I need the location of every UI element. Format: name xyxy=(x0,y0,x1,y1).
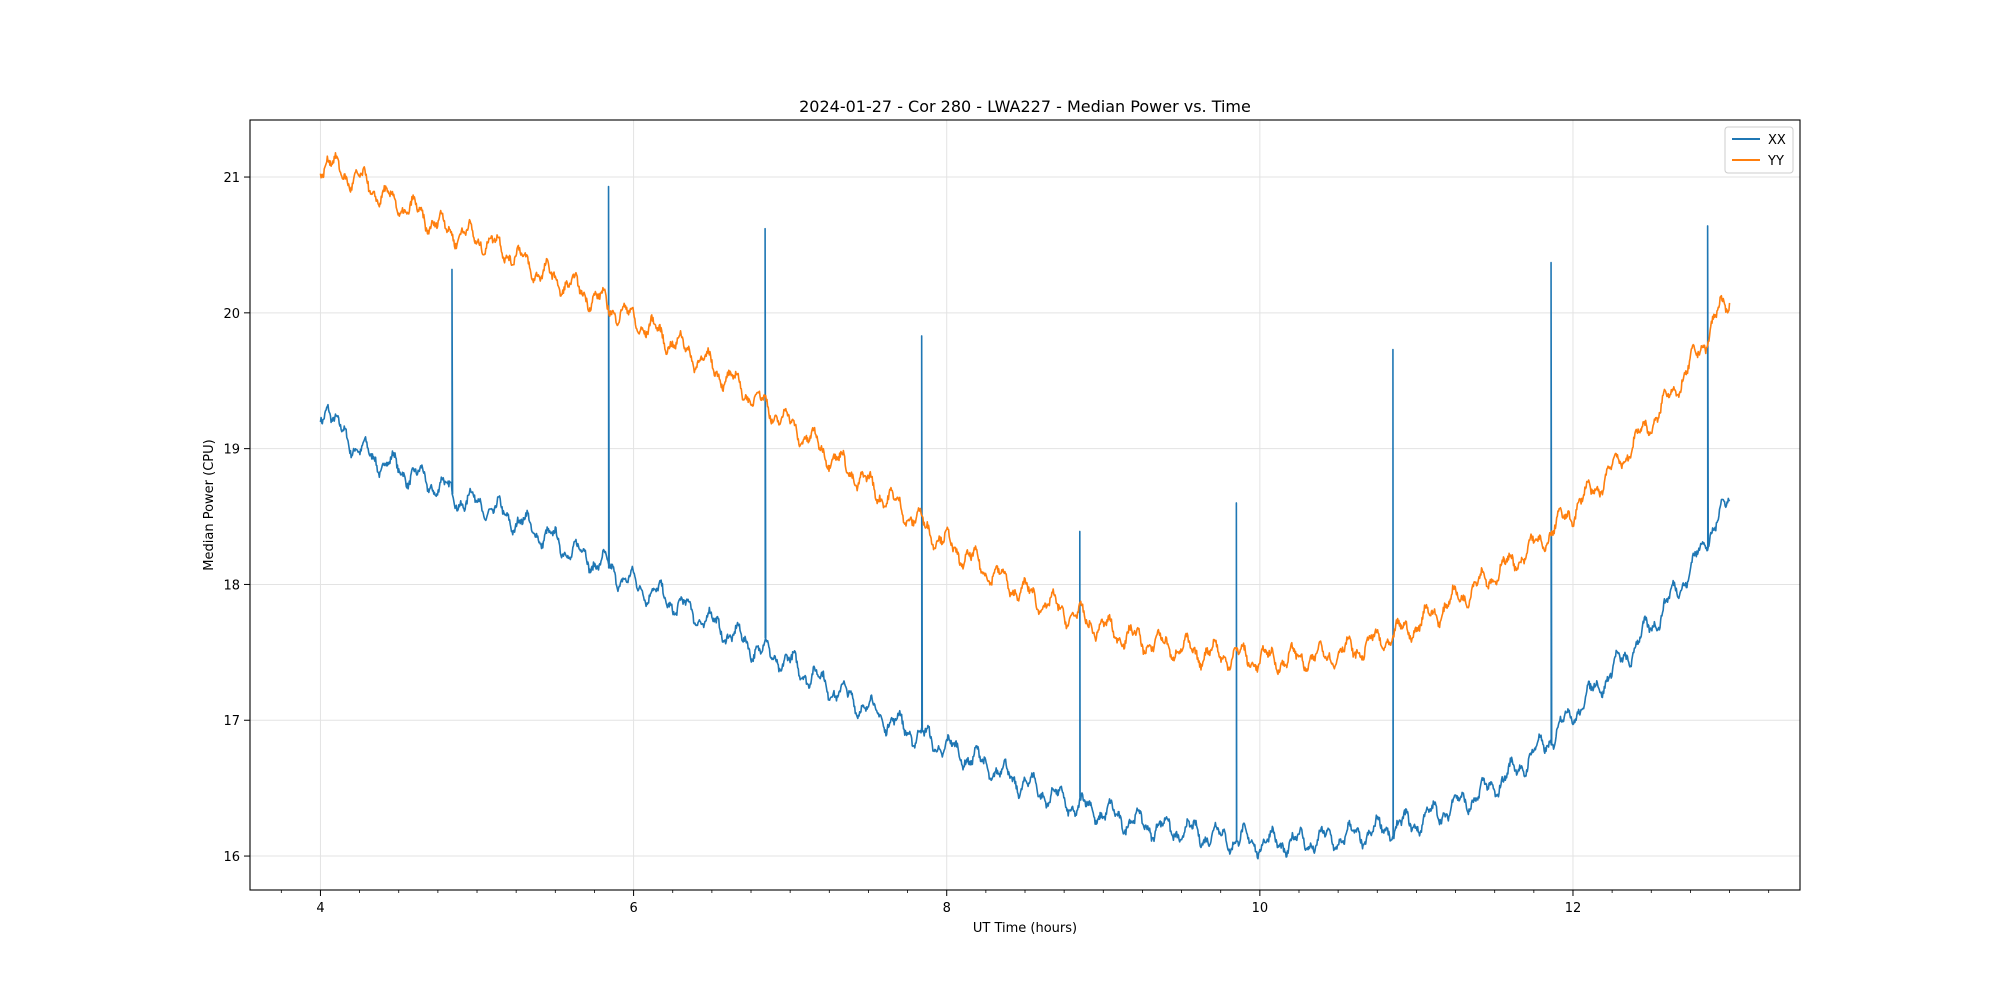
y-tick-label: 16 xyxy=(223,850,240,865)
y-tick-label: 20 xyxy=(223,307,240,322)
series-line-xx xyxy=(319,185,1731,860)
x-tick-label: 10 xyxy=(1252,901,1269,916)
x-tick-label: 8 xyxy=(943,901,951,916)
chart-title: 2024-01-27 - Cor 280 - LWA227 - Median P… xyxy=(799,97,1251,116)
plot-series xyxy=(319,152,1731,860)
x-axis-label: UT Time (hours) xyxy=(973,921,1077,936)
x-tick-label: 12 xyxy=(1565,901,1582,916)
axis-ticks: 4 6 8 10 12 16 17 18 19 20 21 xyxy=(223,171,1770,916)
series-line-yy xyxy=(319,152,1731,676)
legend-label-xx: XX xyxy=(1768,133,1786,148)
y-tick-label: 17 xyxy=(223,714,240,729)
y-tick-label: 18 xyxy=(223,578,240,593)
x-tick-label: 6 xyxy=(629,901,637,916)
grid-lines xyxy=(250,120,1800,890)
y-axis-label: Median Power (CPU) xyxy=(202,439,217,570)
y-tick-label: 19 xyxy=(223,443,240,458)
y-tick-label: 21 xyxy=(223,171,240,186)
legend-label-yy: YY xyxy=(1767,154,1784,169)
x-tick-label: 4 xyxy=(316,901,324,916)
legend: XX YY xyxy=(1724,126,1794,174)
